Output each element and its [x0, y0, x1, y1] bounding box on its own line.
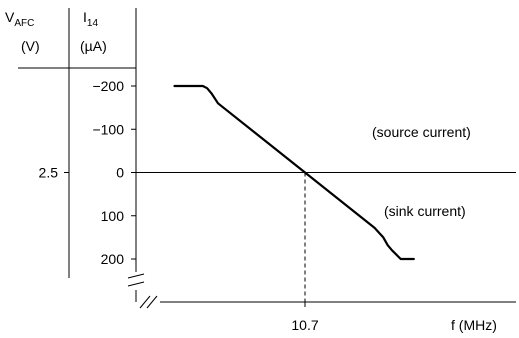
vafc-tick-label: 2.5	[39, 165, 59, 181]
x-axis-break	[139, 295, 158, 309]
vafc-unit: (V)	[21, 38, 40, 54]
current-characteristic-line	[173, 84, 415, 261]
y-tick-label: 200	[101, 251, 125, 267]
x-tick-label: 10.7	[291, 317, 318, 333]
y-tick-label: 0	[116, 165, 124, 181]
y-tick-label: −100	[92, 121, 124, 137]
i14-unit: (µA)	[80, 38, 107, 54]
y-tick-label: −200	[92, 78, 124, 94]
vafc-header: VAFC	[5, 9, 34, 29]
sink-current-annotation: (sink current)	[384, 203, 466, 219]
source-current-annotation: (source current)	[372, 124, 471, 140]
x-axis-label: f (MHz)	[451, 317, 497, 333]
i14-header: I14	[83, 9, 98, 29]
y-axis-break	[127, 273, 145, 287]
y-tick-label: 100	[101, 208, 125, 224]
